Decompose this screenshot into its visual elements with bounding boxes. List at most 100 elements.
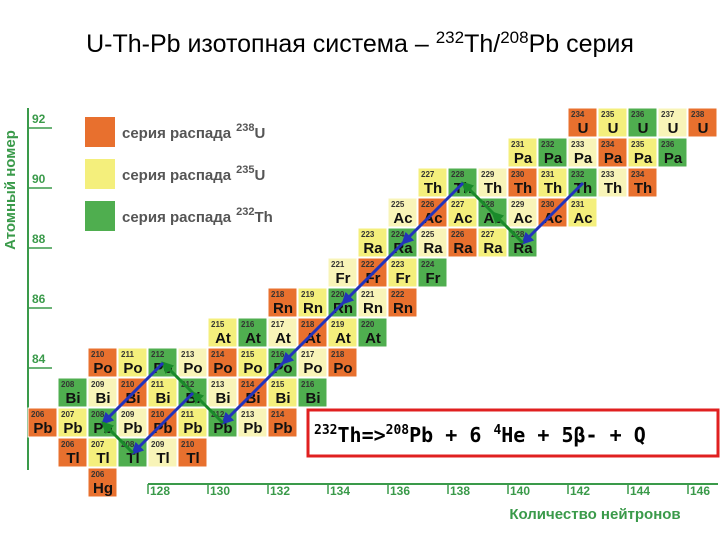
- title-sup: 208: [500, 28, 528, 47]
- cell-symbol: Pb: [123, 420, 142, 437]
- cell: [447, 197, 478, 228]
- cell: [387, 257, 418, 288]
- cell: [537, 167, 568, 198]
- cell: [387, 287, 418, 318]
- cell: [417, 227, 448, 258]
- title-part: U-Th-Pb изотопная система –: [86, 30, 436, 58]
- cell-mass: 229: [481, 170, 495, 179]
- cell: [507, 137, 538, 168]
- cell-symbol: Fr: [396, 270, 411, 287]
- equation: 232Th=>208Pb + 6 4He + 5β- + Q: [314, 423, 646, 447]
- y-tick-label: 88: [32, 232, 46, 246]
- eq-sup: 4: [493, 423, 501, 438]
- cell-mass: 224: [391, 230, 405, 239]
- cell: [447, 227, 478, 258]
- cell: [417, 167, 448, 198]
- cell: [237, 317, 268, 348]
- cell-symbol: Ra: [453, 240, 473, 257]
- cell-symbol: Ac: [393, 210, 412, 227]
- x-tick-label: 140: [510, 484, 530, 498]
- alpha-arrow: [521, 181, 585, 245]
- eq-part: Th=>: [337, 423, 385, 447]
- cell: [207, 377, 238, 408]
- cell-mass: 214: [241, 380, 255, 389]
- cell-symbol: Po: [303, 360, 322, 377]
- cell-mass: 223: [361, 230, 375, 239]
- cell-symbol: Bi: [126, 390, 141, 407]
- cell: [147, 437, 178, 468]
- beta-arrow: [161, 361, 195, 395]
- legend-swatch: [85, 201, 115, 231]
- cell: [267, 317, 298, 348]
- cell-symbol: U: [668, 120, 679, 137]
- y-tick-label: 86: [32, 292, 46, 306]
- cell: [267, 287, 298, 318]
- cell-symbol: Ra: [423, 240, 443, 257]
- cell-mass: 218: [331, 350, 345, 359]
- cell: [27, 407, 58, 438]
- cell-symbol: Rn: [363, 300, 383, 317]
- legend-text: серия распада 238U: [122, 122, 265, 142]
- cell-symbol: Rn: [303, 300, 323, 317]
- cell-mass: 208: [91, 410, 105, 419]
- cell: [297, 377, 328, 408]
- eq-sup: 208: [386, 423, 410, 438]
- cell-symbol: Pa: [544, 150, 563, 167]
- cell: [57, 377, 88, 408]
- cell-symbol: Ra: [363, 240, 383, 257]
- legend-swatch: [85, 159, 115, 189]
- cell-mass: 211: [121, 350, 134, 359]
- beta-arrow: [491, 211, 525, 245]
- alpha-arrow: [101, 361, 165, 425]
- alpha-arrow: [401, 181, 465, 245]
- cell: [567, 137, 598, 168]
- alpha-arrow: [221, 361, 285, 425]
- cells: 234U235U236U237U238U231Pa232Pa233Pa234Pa…: [27, 107, 718, 498]
- cell-mass: 208: [61, 380, 75, 389]
- cell-mass: 216: [271, 350, 285, 359]
- cell-mass: 220: [361, 320, 375, 329]
- cell: [327, 347, 358, 378]
- cell-mass: 236: [631, 110, 645, 119]
- cell-mass: 216: [241, 320, 255, 329]
- beta-arrow: [461, 181, 495, 215]
- cell-mass: 226: [421, 200, 435, 209]
- cell-mass: 209: [121, 410, 135, 419]
- cell-mass: 234: [571, 110, 585, 119]
- cell: [57, 407, 88, 438]
- cell-mass: 211: [181, 410, 194, 419]
- cell-symbol: Th: [424, 180, 442, 197]
- cell-symbol: Th: [604, 180, 622, 197]
- cell: [117, 347, 148, 378]
- cell-symbol: Th: [514, 180, 532, 197]
- cell-symbol: Bi: [66, 390, 81, 407]
- cell-symbol: Pb: [153, 420, 172, 437]
- y-tick-label: 92: [32, 112, 46, 126]
- cell-mass: 232: [571, 170, 585, 179]
- cell: [387, 197, 418, 228]
- cell: [207, 347, 238, 378]
- cell-mass: 217: [301, 350, 315, 359]
- alpha-arrow: [341, 241, 405, 305]
- cell: [657, 137, 688, 168]
- cell-symbol: U: [698, 120, 709, 137]
- y-axis-label: Атомный номер: [2, 130, 19, 250]
- cell: [177, 347, 208, 378]
- legend-element: Th: [254, 209, 272, 226]
- cell: [567, 107, 598, 138]
- cell: [657, 107, 688, 138]
- cell-symbol: U: [608, 120, 619, 137]
- cell-symbol: Pb: [33, 420, 52, 437]
- cell-mass: 210: [121, 380, 135, 389]
- cell-symbol: Bi: [156, 390, 171, 407]
- cell-symbol: U: [578, 120, 589, 137]
- cell-mass: 213: [181, 350, 195, 359]
- cell-symbol: Pa: [604, 150, 623, 167]
- cell: [327, 317, 358, 348]
- cell-mass: 220: [331, 290, 345, 299]
- cell-mass: 211: [151, 380, 164, 389]
- cell-symbol: Pa: [574, 150, 593, 167]
- beta-arrow: [191, 391, 225, 425]
- cell-symbol: Pb: [273, 420, 292, 437]
- x-tick-label: 130: [210, 484, 230, 498]
